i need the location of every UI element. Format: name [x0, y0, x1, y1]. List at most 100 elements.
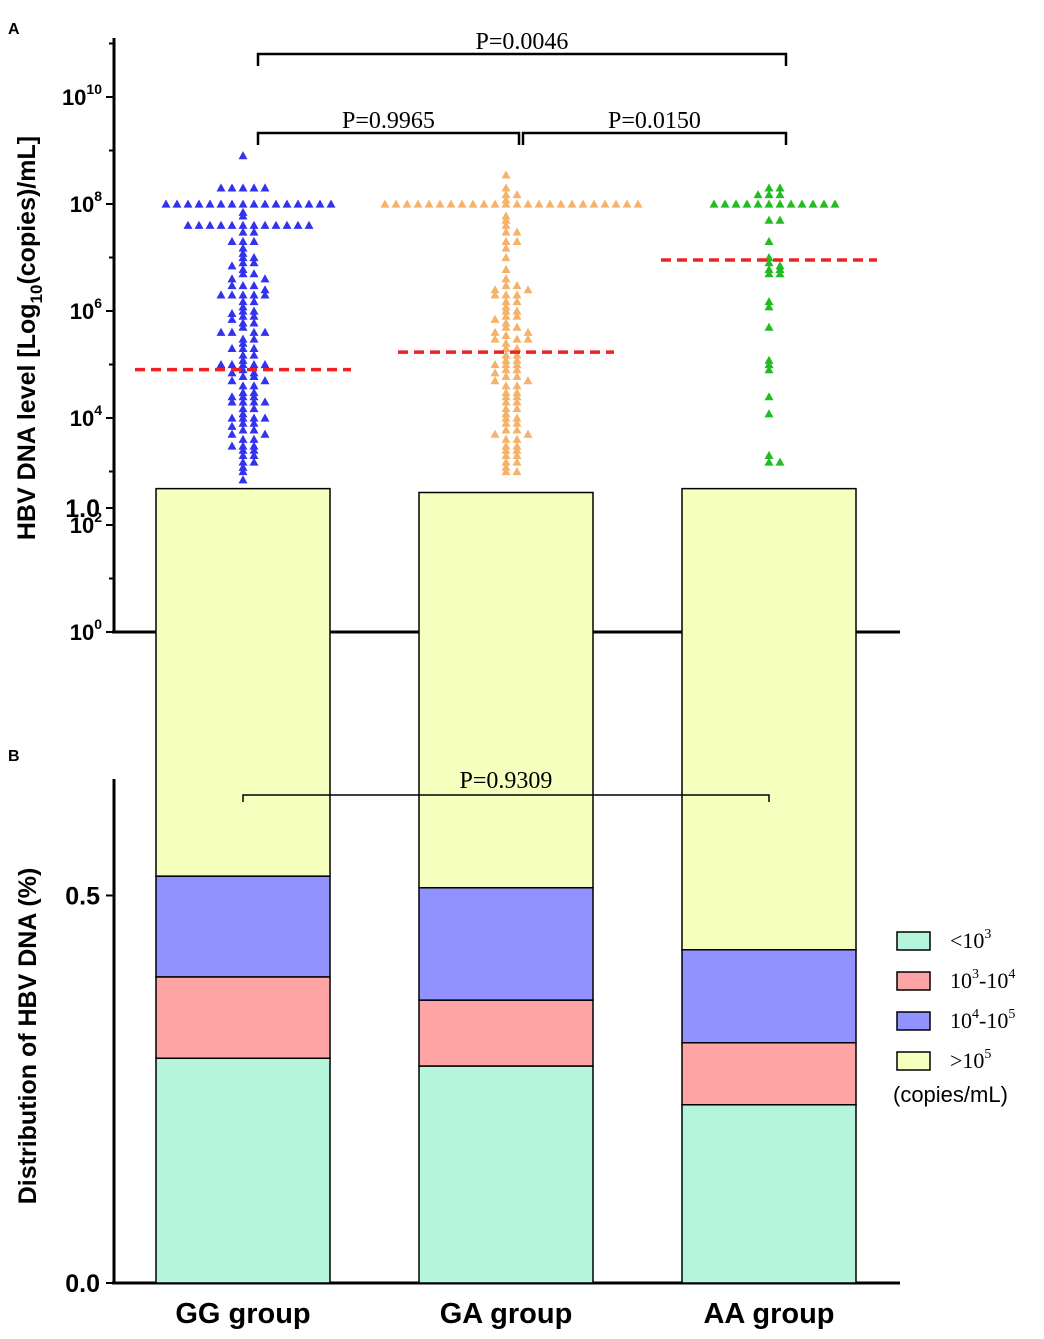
data-point [260, 360, 270, 369]
data-point [501, 441, 511, 450]
data-point [775, 457, 785, 466]
y-tick-label: 104 [70, 402, 102, 431]
data-point [512, 404, 522, 413]
data-point [534, 199, 544, 208]
data-point [720, 199, 730, 208]
legend-swatch [896, 971, 931, 991]
data-point [227, 397, 237, 406]
data-point [764, 183, 774, 192]
bar-segment [155, 875, 331, 978]
data-point [227, 360, 237, 369]
data-point [490, 327, 500, 336]
data-point [260, 397, 270, 406]
panel-b-stacked-bars [155, 487, 857, 1284]
data-point [249, 306, 259, 315]
data-point [238, 387, 248, 397]
data-point [216, 183, 226, 192]
data-point [501, 220, 511, 229]
data-point [227, 413, 237, 422]
data-point [249, 253, 259, 262]
data-point [260, 274, 270, 283]
data-point [556, 199, 566, 208]
data-point [249, 327, 259, 336]
data-point [205, 199, 215, 208]
data-point [501, 211, 511, 220]
comparison-bracket [256, 52, 788, 66]
comparison-bracket [242, 794, 770, 802]
data-point [764, 297, 774, 306]
data-point [249, 387, 259, 397]
data-point [490, 290, 500, 299]
data-point [764, 236, 774, 245]
bar-segment [155, 487, 331, 877]
data-point [512, 360, 522, 369]
data-point [238, 236, 248, 245]
data-point [238, 264, 248, 273]
y-tick-label: 102 [70, 509, 102, 538]
data-point [501, 404, 511, 413]
p-value-label: P=0.0046 [476, 29, 569, 55]
data-point [501, 236, 511, 245]
bar-segment [681, 1104, 857, 1284]
data-point [238, 322, 248, 331]
data-point [457, 199, 467, 208]
legend-swatch [896, 1051, 931, 1071]
data-point [512, 418, 522, 427]
data-point [501, 297, 511, 306]
data-point [227, 376, 237, 385]
data-point [227, 236, 237, 245]
data-point [512, 227, 522, 236]
data-point [764, 450, 774, 459]
data-point [742, 199, 752, 208]
data-point [764, 409, 774, 418]
data-point [238, 355, 248, 364]
data-point [227, 280, 237, 290]
data-point [227, 220, 237, 229]
data-point [260, 429, 270, 438]
y-tick-label: 100 [70, 616, 102, 645]
data-point [249, 297, 259, 306]
data-point [249, 280, 259, 290]
data-point [326, 199, 336, 208]
data-point [731, 199, 741, 208]
legend-swatch [896, 931, 931, 951]
panel-a-significance-brackets: P=0.0046 P=0.9965 P=0.0150 [256, 29, 788, 145]
data-point [501, 330, 511, 339]
data-point [238, 211, 248, 220]
data-point [501, 418, 511, 427]
data-point [216, 290, 226, 299]
panel-b-y-ticks: 0.0 0.5 1.0 [65, 495, 114, 1298]
data-point [227, 368, 237, 377]
data-point [249, 418, 259, 427]
data-point [512, 425, 522, 434]
data-point [775, 269, 785, 278]
data-point [501, 338, 511, 347]
data-point [490, 285, 500, 294]
data-point [479, 199, 489, 208]
data-point [501, 355, 511, 364]
data-point [512, 199, 522, 208]
data-point [512, 290, 522, 299]
data-point [622, 199, 632, 208]
data-point [238, 360, 248, 369]
data-point [512, 371, 522, 380]
data-point [227, 441, 237, 450]
data-point [282, 220, 292, 229]
y-tick-label: 106 [70, 295, 102, 324]
data-point [260, 220, 270, 229]
data-point [490, 334, 500, 343]
bar-segment [681, 1042, 857, 1106]
data-point [589, 199, 599, 208]
data-point [238, 151, 248, 160]
data-point [764, 199, 774, 208]
data-point [501, 280, 511, 290]
bar-segment [418, 999, 594, 1067]
data-point [501, 190, 511, 199]
data-point [216, 199, 226, 208]
data-point [501, 425, 511, 434]
legend-label: <103 [950, 927, 991, 953]
data-point [501, 387, 511, 397]
legend-unit: (copies/mL) [893, 1082, 1008, 1107]
data-point [512, 450, 522, 459]
data-point [238, 475, 248, 484]
